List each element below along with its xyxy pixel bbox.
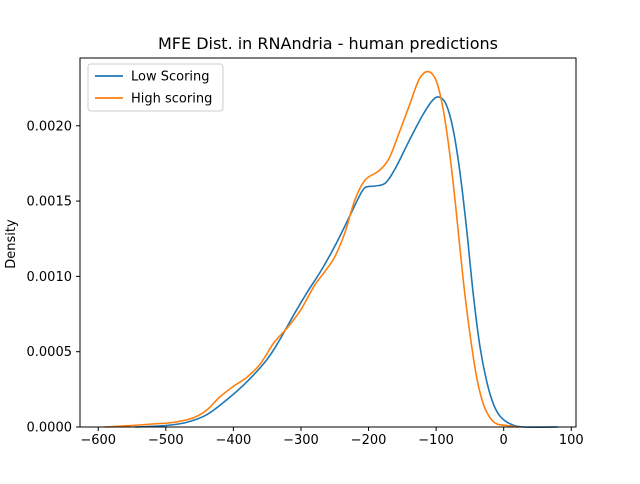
plot-lines bbox=[104, 70, 559, 429]
series-line-1 bbox=[104, 70, 519, 428]
x-tick-label: −600 bbox=[80, 433, 116, 448]
y-tick-label: 0.0020 bbox=[27, 119, 73, 134]
y-tick-label: 0.0005 bbox=[27, 345, 73, 360]
x-tick-label: −500 bbox=[148, 433, 184, 448]
x-tick-label: −400 bbox=[216, 433, 252, 448]
y-tick-label: 0.0015 bbox=[27, 195, 73, 210]
legend-label-1: High scoring bbox=[131, 92, 212, 107]
x-axis-ticks: −600 −500 −400 −300 −200 −100 0 100 bbox=[80, 427, 584, 448]
x-tick-label: −100 bbox=[418, 433, 454, 448]
x-tick-label: −200 bbox=[351, 433, 387, 448]
plot-frame bbox=[79, 57, 577, 428]
x-tick-label: −300 bbox=[283, 433, 319, 448]
series-line-0 bbox=[134, 96, 559, 429]
x-tick-label: 100 bbox=[559, 433, 584, 448]
legend: Low Scoring High scoring bbox=[87, 63, 224, 112]
y-axis-ticks: 0.0000 0.0005 0.0010 0.0015 0.0020 bbox=[27, 119, 80, 436]
chart-title: MFE Dist. in RNAndria - human prediction… bbox=[158, 34, 498, 53]
y-tick-label: 0.0000 bbox=[27, 421, 73, 436]
legend-label-0: Low Scoring bbox=[131, 70, 210, 85]
y-tick-label: 0.0010 bbox=[27, 270, 73, 285]
y-axis-label: Density bbox=[4, 219, 19, 269]
x-tick-label: 0 bbox=[500, 433, 508, 448]
